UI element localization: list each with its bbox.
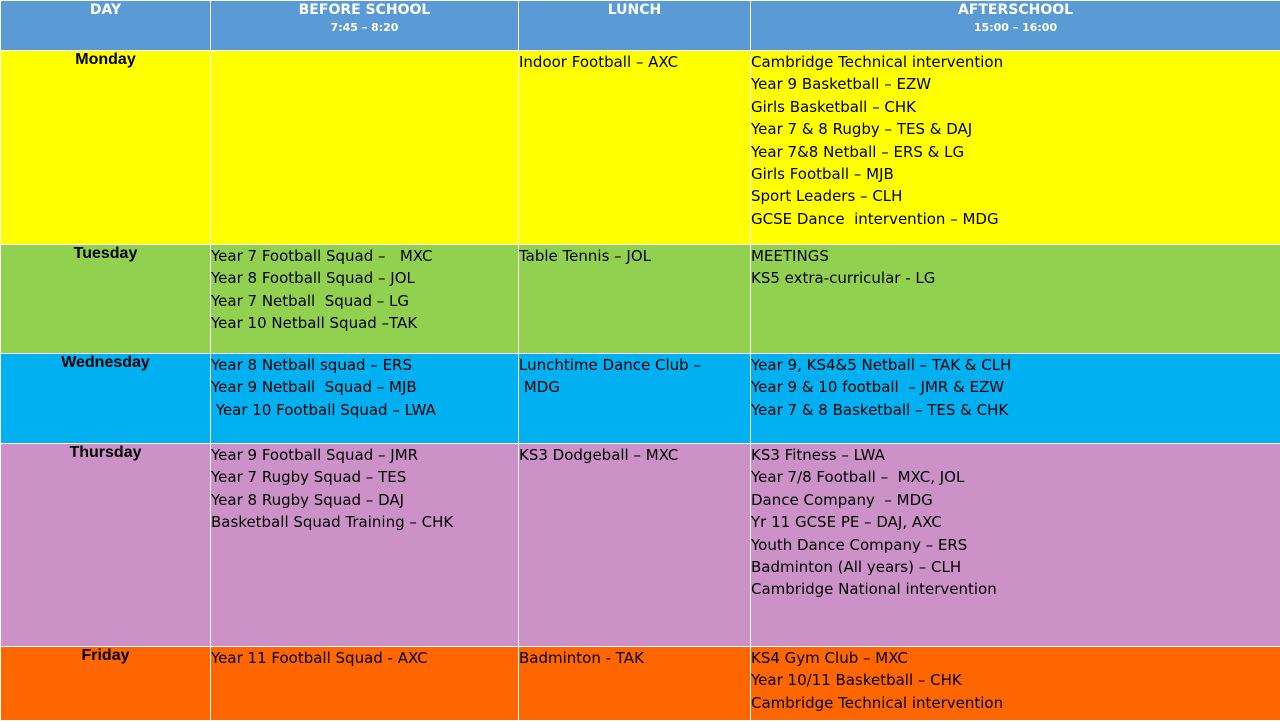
day-header-label: DAY: [90, 2, 121, 18]
activity-item: Year 9 Football Squad – JMR: [211, 444, 518, 466]
activity-item: KS5 extra-curricular - LG: [751, 267, 1280, 289]
activity-item: Year 10/11 Basketball – CHK: [751, 669, 1280, 691]
activity-item: KS3 Dodgeball – MXC: [519, 444, 750, 466]
activity-item: Basketball Squad Training – CHK: [211, 511, 518, 533]
activity-item: Year 8 Football Squad – JOL: [211, 267, 518, 289]
afterschool-header-label: AFTERSCHOOL: [958, 2, 1073, 18]
activity-item: Youth Dance Company – ERS: [751, 534, 1280, 556]
activity-item: KS4 Gym Club – MXC: [751, 647, 1280, 669]
activity-item: Girls Football – MJB: [751, 163, 1280, 185]
activity-item: GCSE Dance intervention – MDG: [751, 208, 1280, 230]
activity-item: Cambridge Technical intervention: [751, 692, 1280, 714]
lunch-header-label: LUNCH: [608, 2, 662, 18]
lunch-cell: KS3 Dodgeball – MXC: [519, 444, 751, 647]
activity-item: Badminton (All years) – CLH: [751, 556, 1280, 578]
activity-item: Year 7/8 Football – MXC, JOL: [751, 466, 1280, 488]
activity-item: Year 10 Netball Squad –TAK: [211, 312, 518, 334]
before-school-cell: [211, 51, 519, 245]
before-school-time: 7:45 – 8:20: [211, 19, 518, 37]
activity-item: Year 8 Rugby Squad – DAJ: [211, 489, 518, 511]
activity-item: Cambridge National intervention: [751, 578, 1280, 600]
activity-item: Year 7 & 8 Basketball – TES & CHK: [751, 399, 1280, 421]
activity-item: Dance Company – MDG: [751, 489, 1280, 511]
activity-item: Year 9, KS4&5 Netball – TAK & CLH: [751, 354, 1280, 376]
activity-item: Year 10 Football Squad – LWA: [211, 399, 518, 421]
activity-item: Year 11 Football Squad - AXC: [211, 647, 518, 669]
activity-item: Year 7 Netball Squad – LG: [211, 290, 518, 312]
activity-item: Year 9 & 10 football – JMR & EZW: [751, 376, 1280, 398]
activity-item: Year 7 Football Squad – MXC: [211, 245, 518, 267]
activity-item: KS3 Fitness – LWA: [751, 444, 1280, 466]
activity-item: Badminton - TAK: [519, 647, 750, 669]
day-cell-friday: Friday: [1, 647, 211, 721]
day-column-header: DAY: [1, 1, 211, 51]
activity-item: Year 8 Netball squad – ERS: [211, 354, 518, 376]
activity-item: Girls Basketball – CHK: [751, 96, 1280, 118]
lunch-cell: Table Tennis – JOL: [519, 245, 751, 354]
day-cell-wednesday: Wednesday: [1, 354, 211, 444]
activity-item: MEETINGS: [751, 245, 1280, 267]
activity-item: Cambridge Technical intervention: [751, 51, 1280, 73]
lunch-cell: Badminton - TAK: [519, 647, 751, 721]
lunch-cell: Lunchtime Dance Club – MDG: [519, 354, 751, 444]
activity-item: Yr 11 GCSE PE – DAJ, AXC: [751, 511, 1280, 533]
afterschool-time: 15:00 – 16:00: [751, 19, 1280, 37]
activity-item: Year 7 Rugby Squad – TES: [211, 466, 518, 488]
activity-item: Year 9 Netball Squad – MJB: [211, 376, 518, 398]
lunch-column-header: LUNCH: [519, 1, 751, 51]
activity-item: Table Tennis – JOL: [519, 245, 750, 267]
activity-item: MDG: [519, 376, 750, 398]
table-row-monday: Monday Indoor Football – AXC Cambridge T…: [1, 51, 1280, 245]
activity-item: Year 9 Basketball – EZW: [751, 73, 1280, 95]
activity-item: Lunchtime Dance Club –: [519, 354, 750, 376]
table-row-friday: Friday Year 11 Football Squad - AXC Badm…: [1, 647, 1280, 721]
before-school-cell: Year 11 Football Squad - AXC: [211, 647, 519, 721]
day-cell-tuesday: Tuesday: [1, 245, 211, 354]
day-cell-thursday: Thursday: [1, 444, 211, 647]
activity-item: Year 7 & 8 Rugby – TES & DAJ: [751, 118, 1280, 140]
before-school-header-label: BEFORE SCHOOL: [299, 2, 431, 18]
activity-item: Sport Leaders – CLH: [751, 185, 1280, 207]
day-cell-monday: Monday: [1, 51, 211, 245]
activity-item: Indoor Football – AXC: [519, 51, 750, 73]
lunch-cell: Indoor Football – AXC: [519, 51, 751, 245]
activity-item: Year 7&8 Netball – ERS & LG: [751, 141, 1280, 163]
